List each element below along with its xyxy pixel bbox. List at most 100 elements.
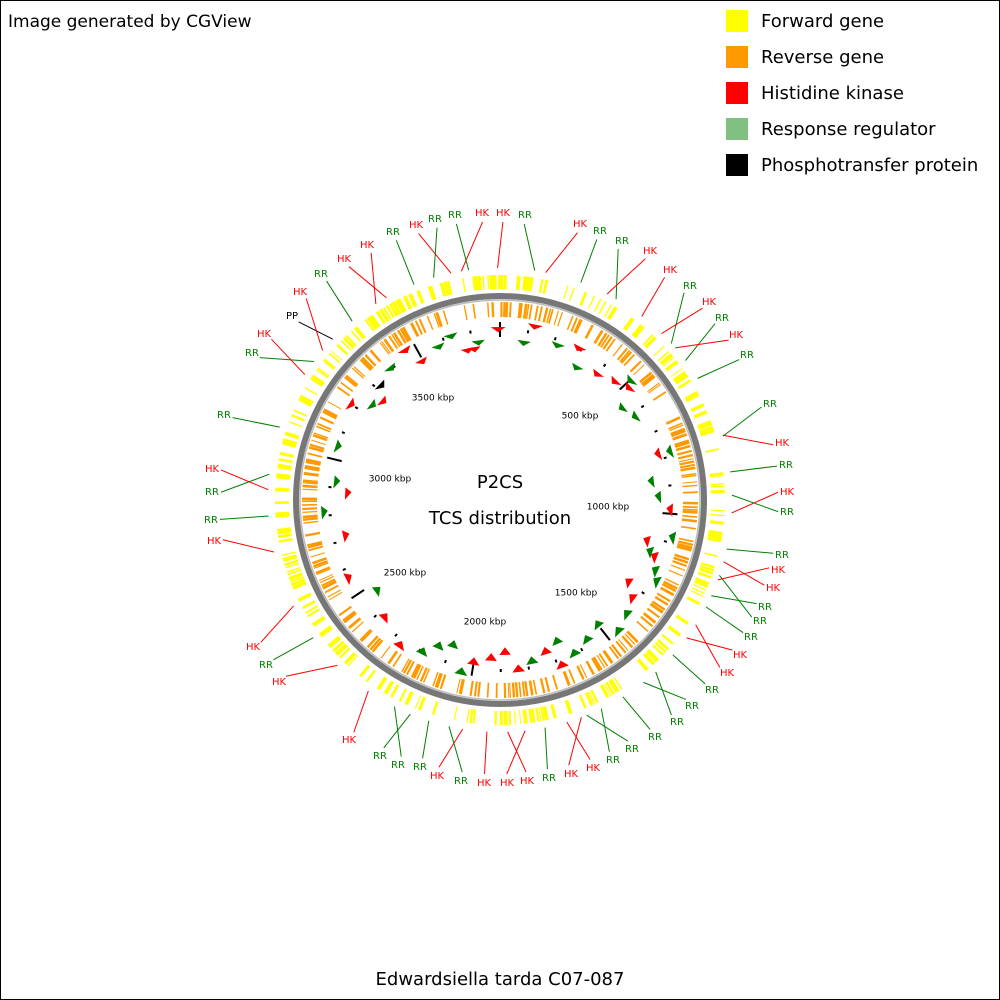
- reverse-gene: [677, 542, 693, 550]
- major-tick: [326, 456, 342, 463]
- major-tick: [351, 589, 365, 600]
- reverse-gene: [463, 305, 468, 321]
- minor-tick: [663, 456, 667, 460]
- feature-label: RR: [744, 632, 758, 643]
- forward-gene: [672, 371, 687, 382]
- forward-gene: [275, 487, 290, 491]
- scale-label: 2000 kbp: [464, 618, 507, 628]
- reverse-gene: [593, 656, 603, 671]
- reverse-gene: [600, 334, 610, 348]
- reverse-gene: [672, 432, 688, 441]
- feature-label: RR: [259, 660, 273, 671]
- feature-marker: [618, 402, 628, 413]
- reverse-gene: [418, 318, 427, 334]
- reverse-gene: [381, 340, 392, 354]
- feature-label: HK: [702, 297, 717, 308]
- forward-gene: [613, 677, 623, 690]
- forward-gene: [710, 482, 725, 486]
- feature-connector: [641, 276, 666, 317]
- feature-marker: [415, 647, 428, 658]
- feature-marker: [551, 341, 566, 349]
- forward-gene: [608, 679, 619, 693]
- backbone-inner: [299, 299, 701, 701]
- legend-label: Histidine kinase: [761, 83, 904, 104]
- reverse-gene: [414, 320, 423, 335]
- feature-marker: [624, 610, 633, 621]
- forward-gene: [398, 688, 407, 702]
- forward-gene: [588, 295, 596, 309]
- forward-gene: [318, 625, 333, 637]
- reverse-gene: [661, 583, 677, 593]
- feature-label: HK: [207, 536, 222, 547]
- feature-connector: [455, 223, 470, 271]
- reverse-gene: [576, 665, 585, 680]
- feature-connector: [568, 717, 582, 766]
- feature-marker: [552, 636, 564, 646]
- feature-connector: [393, 706, 402, 757]
- forward-gene: [535, 707, 540, 722]
- forward-gene: [335, 644, 348, 656]
- reverse-gene: [664, 578, 680, 586]
- reverse-gene: [544, 677, 551, 693]
- reverse-gene: [322, 580, 337, 590]
- feature-marker: [569, 648, 582, 659]
- reverse-gene: [528, 304, 533, 320]
- feature-label: RR: [606, 755, 620, 766]
- reverse-gene: [514, 682, 519, 698]
- reverse-gene: [303, 520, 319, 524]
- forward-gene: [690, 589, 704, 598]
- reverse-gene: [405, 661, 415, 676]
- minor-tick: [333, 541, 337, 545]
- feature-connector: [326, 280, 353, 322]
- reverse-gene: [639, 371, 653, 384]
- forward-gene: [277, 533, 293, 539]
- reverse-gene: [311, 557, 327, 565]
- forward-gene: [699, 425, 714, 434]
- reverse-gene: [602, 649, 614, 664]
- feature-marker: [572, 362, 584, 371]
- reverse-gene: [682, 505, 698, 509]
- feature-label: HK: [477, 778, 492, 789]
- reverse-gene: [522, 303, 528, 319]
- feature-connector: [395, 240, 415, 285]
- feature-connector: [600, 708, 610, 752]
- reverse-gene: [486, 682, 490, 698]
- forward-gene: [404, 691, 414, 706]
- forward-gene: [364, 319, 375, 332]
- feature-label: PP: [286, 311, 298, 322]
- forward-gene: [390, 684, 400, 698]
- reverse-gene: [557, 311, 564, 327]
- feature-label: RR: [314, 269, 328, 280]
- reverse-gene: [636, 620, 649, 633]
- scale-label: 1000 kbp: [587, 503, 630, 513]
- feature-label: RR: [373, 751, 387, 762]
- forward-gene: [342, 336, 355, 349]
- reverse-gene: [360, 629, 373, 643]
- forward-gene: [276, 473, 291, 478]
- minor-tick: [373, 614, 378, 618]
- feature-marker: [629, 594, 638, 605]
- reverse-gene: [619, 349, 631, 363]
- feature-label: RR: [542, 773, 556, 784]
- forward-gene: [376, 676, 388, 691]
- forward-gene: [700, 564, 715, 572]
- reverse-gene: [674, 553, 690, 561]
- reverse-gene: [615, 640, 627, 654]
- reverse-gene: [678, 537, 694, 543]
- forward-gene: [290, 578, 306, 587]
- reverse-gene: [348, 617, 362, 630]
- feature-connector: [222, 539, 275, 553]
- reverse-gene: [579, 664, 588, 679]
- feature-label: HK: [342, 735, 357, 746]
- forward-gene: [382, 306, 392, 320]
- forward-gene: [588, 691, 596, 705]
- reverse-gene: [602, 336, 613, 350]
- reverse-gene: [336, 386, 351, 397]
- forward-gene: [538, 278, 544, 294]
- forward-gene: [678, 379, 692, 390]
- forward-gene: [328, 352, 341, 364]
- feature-connector: [622, 696, 651, 730]
- reverse-gene: [673, 556, 689, 564]
- reverse-gene: [591, 657, 601, 672]
- forward-gene: [691, 587, 705, 595]
